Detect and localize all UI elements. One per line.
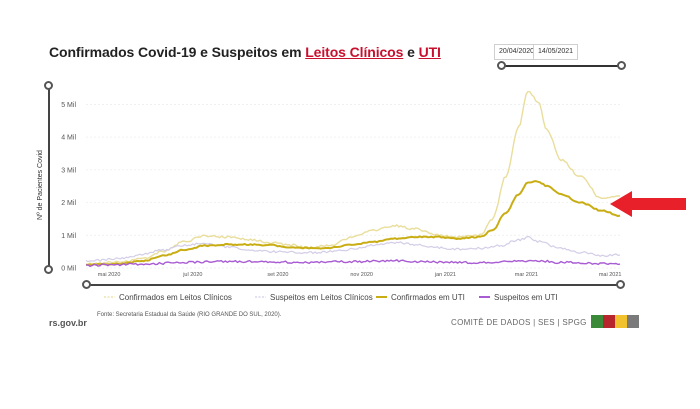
- footer-source: Fonte: Secretaria Estadual da Saúde (RIO…: [97, 312, 282, 318]
- series-lines: [85, 90, 621, 267]
- y-tick-label: 0 Mil: [61, 266, 76, 273]
- date-range-slider-track[interactable]: [502, 65, 622, 67]
- x-tick-label: jul 2020: [182, 272, 202, 278]
- x-tick-label: nov 2020: [350, 272, 373, 278]
- y-tick-label: 5 Mil: [61, 102, 76, 109]
- series-line-2[interactable]: [85, 235, 621, 263]
- series-line-4[interactable]: [85, 259, 621, 267]
- x-tick-label: mar 2021: [515, 272, 538, 278]
- flag-stripe-red: [603, 315, 615, 328]
- chart-title: Confirmados Covid-19 e Suspeitos em Leit…: [49, 44, 441, 60]
- legend-label[interactable]: Suspeitos em UTI: [494, 293, 558, 302]
- series-line-1[interactable]: [85, 90, 621, 266]
- y-tick-label: 2 Mil: [61, 200, 76, 207]
- date-end-input[interactable]: 14/05/2021: [533, 44, 579, 60]
- x-range-slider-start-handle[interactable]: [82, 280, 91, 289]
- x-tick-label: set 2020: [267, 272, 288, 278]
- title-part1: Confirmados Covid-19 e Suspeitos em: [49, 44, 306, 60]
- x-range-slider-end-handle[interactable]: [616, 280, 625, 289]
- x-range-slider-track[interactable]: [86, 284, 621, 286]
- x-tick-label: mai 2021: [599, 272, 622, 278]
- title-and: e: [403, 44, 419, 60]
- legend-label[interactable]: Suspeitos em Leitos Clínicos: [270, 293, 373, 302]
- legend-label[interactable]: Confirmados em UTI: [391, 293, 465, 302]
- legend: Confirmados em Leitos Clínicos Suspeitos …: [104, 293, 558, 302]
- y-tick-label: 1 Mil: [61, 233, 76, 240]
- x-axis-ticks: mai 2020 jul 2020 set 2020 nov 2020 jan 2021…: [98, 272, 622, 278]
- title-link-uti[interactable]: UTI: [418, 44, 441, 60]
- y-range-slider-track[interactable]: [48, 85, 50, 269]
- y-axis-label: Nº de Pacientes Covid: [37, 150, 44, 220]
- series-line-3[interactable]: [85, 180, 621, 267]
- title-link-leitos-clinicos[interactable]: Leitos Clínicos: [305, 44, 404, 60]
- flag-stripe-yellow: [615, 315, 627, 328]
- y-range-slider-bottom-handle[interactable]: [44, 265, 53, 274]
- footer-committee: COMITÊ DE DADOS | SES | SPGG: [451, 318, 587, 327]
- y-tick-label: 3 Mil: [61, 167, 76, 174]
- y-range-slider-top-handle[interactable]: [44, 81, 53, 90]
- legend-label[interactable]: Confirmados em Leitos Clínicos: [119, 293, 232, 302]
- date-range-slider-end-handle[interactable]: [617, 61, 626, 70]
- highlight-arrow-icon: [610, 191, 686, 217]
- x-tick-label: mai 2020: [98, 272, 121, 278]
- flag-stripe-gray: [627, 315, 639, 328]
- y-tick-label: 4 Mil: [61, 135, 76, 142]
- footer-logo: rs.gov.br: [49, 318, 87, 328]
- x-tick-label: jan 2021: [434, 272, 456, 278]
- y-axis-ticks: 0 Mil 1 Mil 2 Mil 3 Mil 4 Mil 5 Mil: [61, 102, 76, 273]
- flag-stripe-green: [591, 315, 603, 328]
- date-start-input[interactable]: 20/04/2020: [494, 44, 540, 60]
- date-range-slider-start-handle[interactable]: [497, 61, 506, 70]
- grid-lines: [86, 104, 620, 269]
